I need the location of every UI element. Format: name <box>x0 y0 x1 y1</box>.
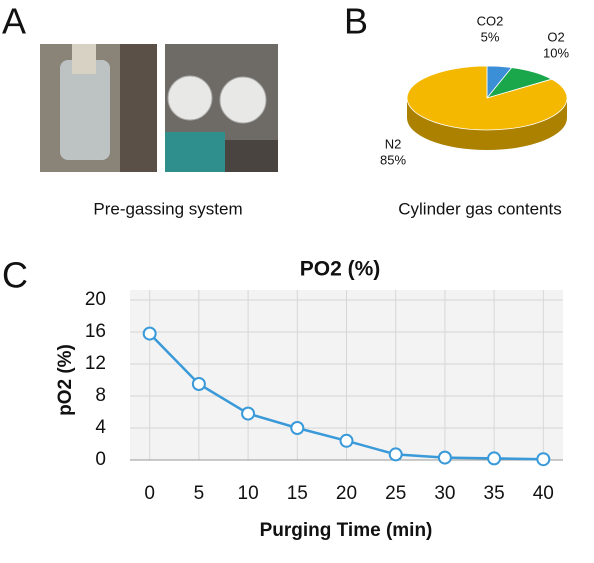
x-tick-label: 10 <box>238 483 259 504</box>
point <box>241 406 256 421</box>
pie-value-label: 10% <box>543 45 569 60</box>
x-tick-label: 30 <box>434 483 455 504</box>
x-tick-label: 0 <box>144 483 155 504</box>
x-tick-label: 25 <box>385 483 406 504</box>
point <box>191 377 206 391</box>
photo <box>40 44 157 172</box>
chart-title: PO2 (%) <box>300 258 381 281</box>
y-tick-label: 20 <box>85 289 106 310</box>
x-tick-label: 35 <box>484 483 505 504</box>
point <box>437 450 452 465</box>
x-tick-label: 40 <box>533 483 554 504</box>
point <box>290 421 305 435</box>
caption: Pre-gassing system <box>93 199 242 218</box>
panel-label: C <box>2 255 28 296</box>
x-tick-label: 5 <box>194 483 205 504</box>
x-axis-title: Purging Time (min) <box>260 520 433 541</box>
y-tick-label: 4 <box>95 417 106 438</box>
pie-slice-side <box>407 98 567 150</box>
y-tick-label: 8 <box>95 385 106 406</box>
photo <box>165 44 278 172</box>
point <box>536 452 551 467</box>
pie-slice <box>406 65 568 131</box>
pie-label: CO2 <box>477 13 504 28</box>
pie-label: N2 <box>385 136 402 151</box>
point <box>388 447 403 462</box>
pie-value-label: 5% <box>481 29 500 44</box>
panel-label: A <box>2 1 26 42</box>
y-tick-label: 16 <box>85 321 106 342</box>
caption: Cylinder gas contents <box>398 199 561 218</box>
pie-value-label: 85% <box>380 152 406 167</box>
y-tick-label: 0 <box>95 449 106 470</box>
y-tick-label: 12 <box>85 353 106 374</box>
y-axis-title: pO2 (%) <box>55 344 76 416</box>
point <box>487 451 502 466</box>
x-tick-label: 15 <box>287 483 308 504</box>
pie-label: O2 <box>547 29 564 44</box>
point <box>339 433 354 448</box>
point <box>142 326 157 341</box>
x-tick-label: 20 <box>336 483 357 504</box>
panel-label: B <box>344 1 368 42</box>
